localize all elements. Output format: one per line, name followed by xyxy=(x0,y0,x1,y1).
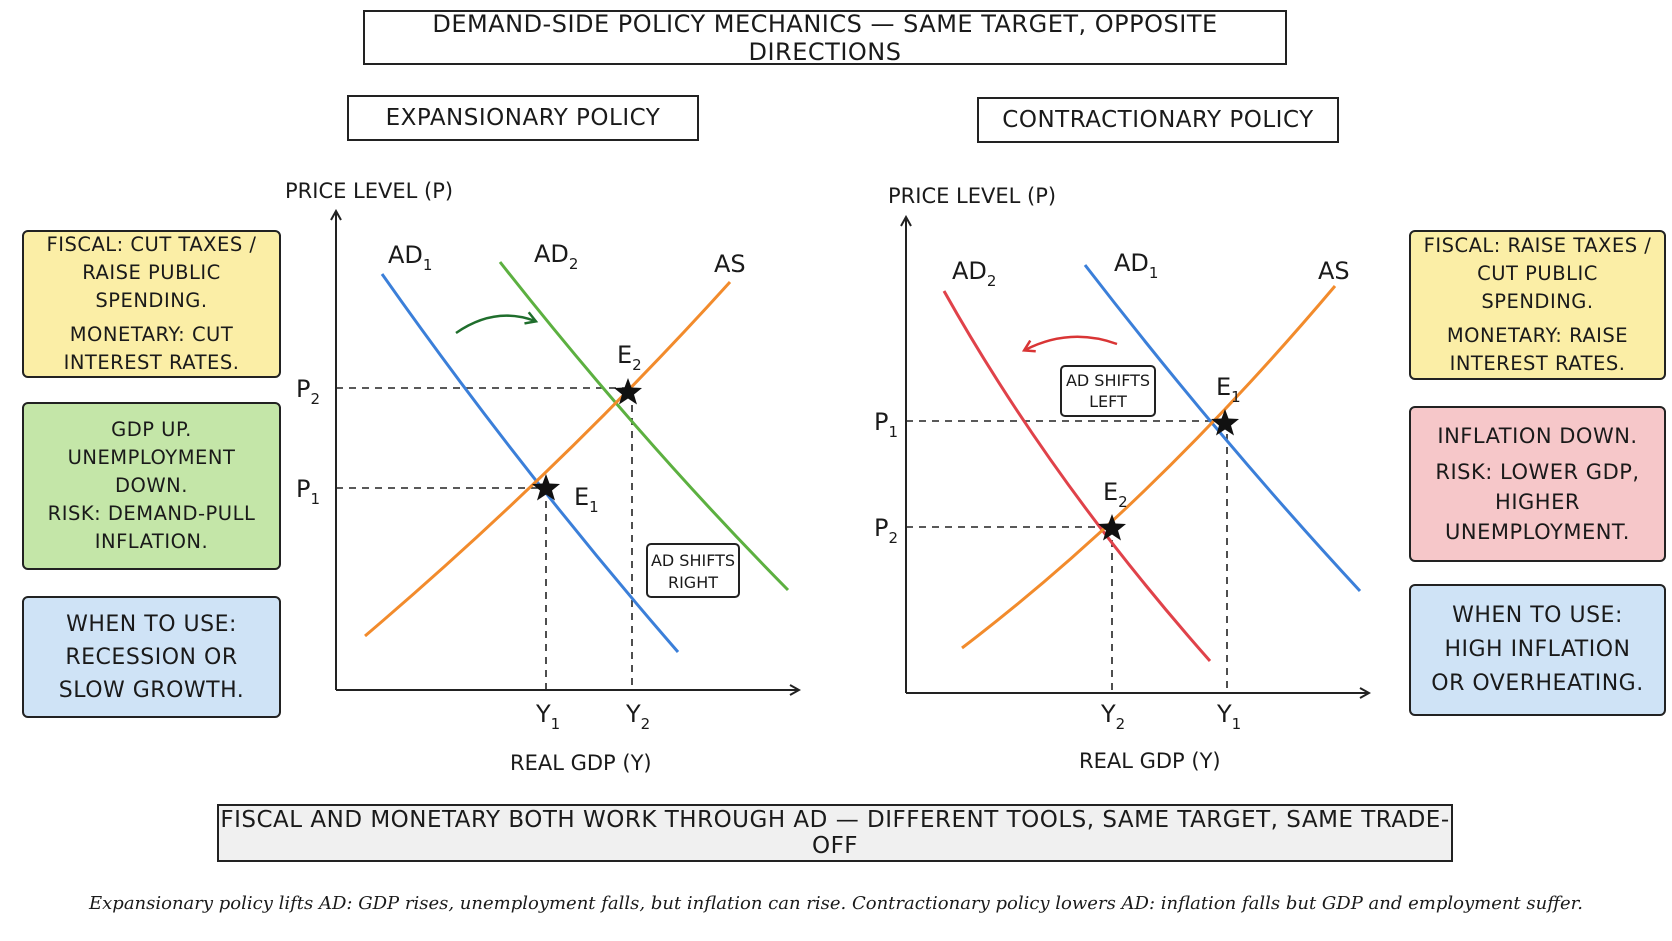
contractionary-effects-note: INFLATION DOWN. RISK: LOWER GDP, HIGHER UN… xyxy=(1409,406,1666,562)
exp-y1-tick: Y1 xyxy=(535,700,560,733)
bottom-banner: FISCAL AND MONETARY BOTH WORK THROUGH AD… xyxy=(217,804,1453,862)
con-shift-arrow xyxy=(1025,335,1118,350)
con-p1-tick: P1 xyxy=(874,408,898,441)
caption: Expansionary policy lifts AD: GDP rises,… xyxy=(89,893,1583,914)
con-as-label: AS xyxy=(1318,257,1350,285)
exp-p1-tick: P1 xyxy=(296,475,320,508)
expansionary-when-note: WHEN TO USE: RECESSION OR SLOW GROWTH. xyxy=(22,596,281,718)
exp-ad2-curve xyxy=(498,261,790,592)
contractionary-panel-title: CONTRACTIONARY POLICY xyxy=(977,97,1339,143)
exp-y2-tick: Y2 xyxy=(625,700,650,733)
expansionary-effects-note: GDP UP. UNEMPLOYMENT DOWN. RISK: DEMAND-PUL… xyxy=(22,402,281,570)
con-as-curve xyxy=(961,285,1337,650)
main-title: DEMAND-SIDE POLICY MECHANICS — SAME TARG… xyxy=(363,10,1287,66)
exp-y-axis-label: PRICE LEVEL (P) xyxy=(285,179,453,203)
con-e2-star xyxy=(1098,514,1126,541)
exp-ad2-label: AD2 xyxy=(534,240,578,273)
con-shift-label-line2: LEFT xyxy=(1089,392,1127,411)
exp-shift-arrow xyxy=(455,316,535,335)
con-y-axis-label: PRICE LEVEL (P) xyxy=(888,184,1056,208)
con-ad1-label: AD1 xyxy=(1114,249,1158,282)
contractionary-when-note: WHEN TO USE: HIGH INFLATION OR OVERHEATING… xyxy=(1409,584,1666,716)
con-y1-tick: Y1 xyxy=(1216,700,1241,733)
con-e1-label: E1 xyxy=(1216,373,1241,406)
exp-as-curve xyxy=(364,280,732,638)
expansionary-panel-title: EXPANSIONARY POLICY xyxy=(347,95,699,141)
exp-e1-label: E1 xyxy=(574,483,599,516)
exp-e1-star xyxy=(532,474,560,501)
con-e1-star xyxy=(1211,409,1239,436)
exp-e2-label: E2 xyxy=(617,341,642,374)
con-ad2-curve xyxy=(942,290,1212,662)
con-e2-label: E2 xyxy=(1103,478,1128,511)
expansionary-chart: PRICE LEVEL (P) REAL GDP (Y) AD1 AD2 AS … xyxy=(285,179,798,775)
exp-shift-label-line1: AD SHIFTS xyxy=(651,551,735,570)
exp-p2-tick: P2 xyxy=(296,375,320,408)
exp-e2-star xyxy=(614,378,642,405)
exp-as-label: AS xyxy=(714,250,746,278)
exp-ad1-curve xyxy=(380,273,680,653)
exp-shift-label-box xyxy=(646,543,740,598)
exp-x-axis-label: REAL GDP (Y) xyxy=(510,751,652,775)
con-y2-tick: Y2 xyxy=(1100,700,1125,733)
con-shift-label-box xyxy=(1060,365,1156,417)
con-p2-tick: P2 xyxy=(874,514,898,547)
exp-ad1-label: AD1 xyxy=(388,241,432,274)
con-ad1-curve xyxy=(1083,264,1362,593)
exp-shift-label-line2: RIGHT xyxy=(668,573,718,592)
con-ad2-label: AD2 xyxy=(952,257,996,290)
expansionary-tools-note: FISCAL: CUT TAXES / RAISE PUBLIC SPENDING… xyxy=(22,230,281,378)
con-x-axis-label: REAL GDP (Y) xyxy=(1079,749,1221,773)
contractionary-tools-note: FISCAL: RAISE TAXES / CUT PUBLIC SPENDING… xyxy=(1409,230,1666,380)
contractionary-chart: PRICE LEVEL (P) REAL GDP (Y) AD2 AD1 AS … xyxy=(874,184,1368,773)
con-shift-label-line1: AD SHIFTS xyxy=(1066,371,1150,390)
